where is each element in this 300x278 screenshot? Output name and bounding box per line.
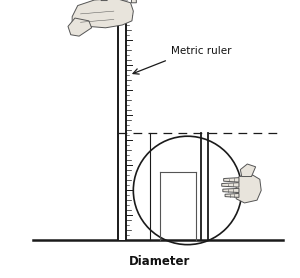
Polygon shape — [224, 178, 239, 182]
Polygon shape — [131, 0, 136, 3]
Polygon shape — [240, 164, 256, 177]
Polygon shape — [236, 175, 261, 203]
Polygon shape — [68, 18, 92, 36]
Polygon shape — [223, 188, 239, 192]
Polygon shape — [222, 183, 239, 187]
Polygon shape — [225, 193, 239, 197]
Polygon shape — [118, 8, 126, 240]
Text: Diameter: Diameter — [129, 255, 190, 268]
Text: Metric ruler: Metric ruler — [171, 46, 231, 56]
Polygon shape — [72, 0, 133, 28]
Polygon shape — [101, 0, 107, 1]
